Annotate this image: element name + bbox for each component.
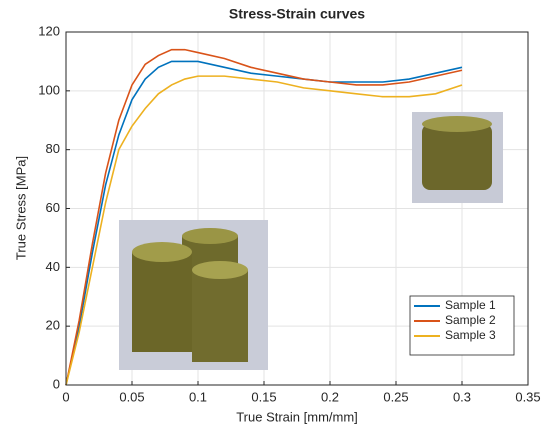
x-tick-label: 0.05 [119,389,144,404]
photo-left [119,220,268,370]
x-tick-label: 0.25 [383,389,408,404]
data-line [65,48,463,386]
y-tick-label: 0 [53,376,60,391]
legend-label: Sample 2 [445,313,496,327]
y-axis-label: True Stress [MPa] [13,156,28,260]
x-tick-label: 0.2 [321,389,339,404]
chart-title: Stress-Strain curves [229,6,365,22]
x-tick-label: 0.1 [189,389,207,404]
legend-label: Sample 1 [445,298,496,312]
data-line [65,75,463,386]
legend-label: Sample 3 [445,328,496,342]
x-tick-label: 0.15 [251,389,276,404]
y-tick-label: 60 [46,200,60,215]
x-axis-label: True Strain [mm/mm] [236,409,358,424]
data-line [65,60,463,386]
y-tick-label: 100 [38,82,60,97]
y-tick-label: 120 [38,23,60,38]
x-tick-label: 0.35 [515,389,540,404]
x-tick-label: 0 [62,389,69,404]
photo-right [412,112,503,203]
y-tick-label: 80 [46,141,60,156]
x-tick-label: 0.3 [453,389,471,404]
y-tick-label: 40 [46,259,60,274]
y-tick-label: 20 [46,318,60,333]
